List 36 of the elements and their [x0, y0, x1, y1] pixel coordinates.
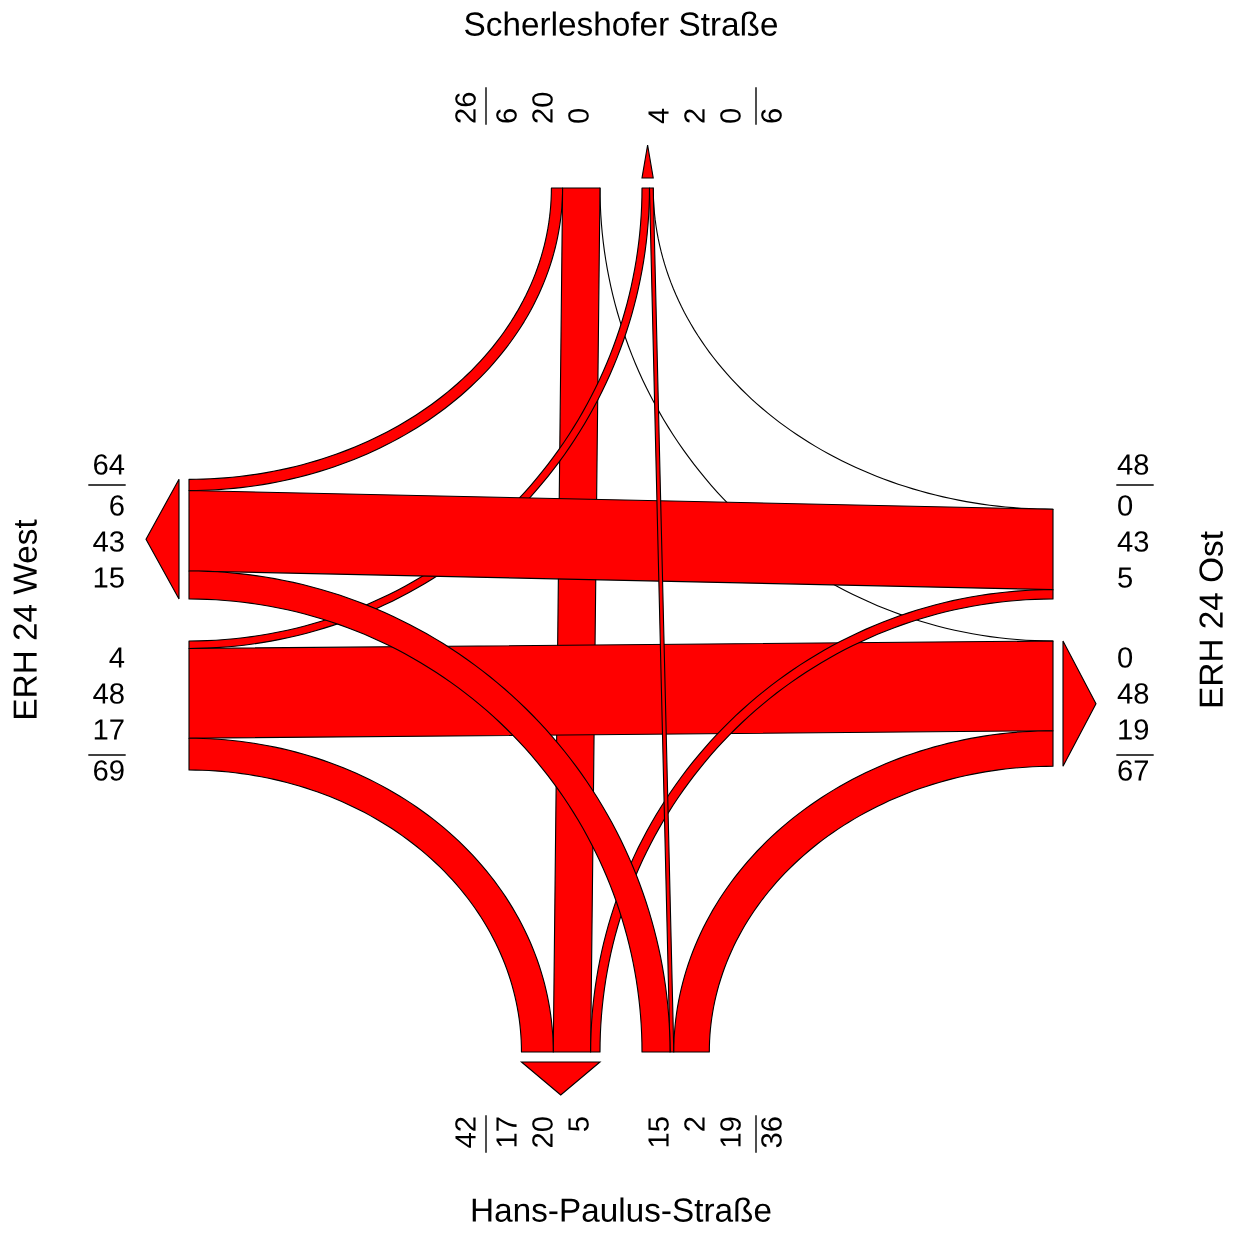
category-label: ERH 24 Ost: [1199, 531, 1223, 707]
text: 17: [94, 719, 124, 740]
data-label: 5: [568, 1117, 589, 1132]
data-label: 19: [1119, 719, 1149, 740]
text: 48: [1117, 454, 1149, 475]
text: 5: [1118, 567, 1132, 588]
text: 20: [532, 92, 553, 123]
data-label: 6: [110, 495, 124, 516]
category-label: Hans-Paulus-Straße: [472, 1197, 771, 1222]
text: 67: [1118, 760, 1148, 781]
text: 19: [720, 1117, 741, 1147]
text: 6: [761, 109, 782, 123]
category-label: Scherleshofer Straße: [465, 11, 778, 36]
data-label: 0: [1118, 647, 1133, 668]
text: 0: [1118, 495, 1133, 516]
text: 15: [648, 1117, 669, 1147]
text: 42: [455, 1117, 476, 1148]
text: 64: [94, 454, 125, 475]
text: 2: [684, 1117, 705, 1131]
text: 43: [1117, 531, 1149, 552]
category-label: ERH 24 West: [13, 519, 37, 718]
data-label: 0: [568, 108, 589, 123]
text: 4: [109, 647, 125, 668]
text: 36: [761, 1117, 782, 1148]
text: 69: [94, 760, 124, 781]
data-label: 43: [93, 531, 124, 552]
text: 48: [93, 683, 124, 704]
text: 26: [455, 92, 476, 123]
data-label: 4: [648, 108, 669, 124]
data-label: 2: [684, 109, 705, 123]
text: 6: [496, 109, 517, 123]
data-label: 17: [496, 1117, 517, 1147]
data-label: 20: [532, 1117, 553, 1147]
text: 0: [720, 108, 741, 123]
data-label: 15: [94, 567, 124, 588]
data-label: 48: [1117, 683, 1149, 704]
